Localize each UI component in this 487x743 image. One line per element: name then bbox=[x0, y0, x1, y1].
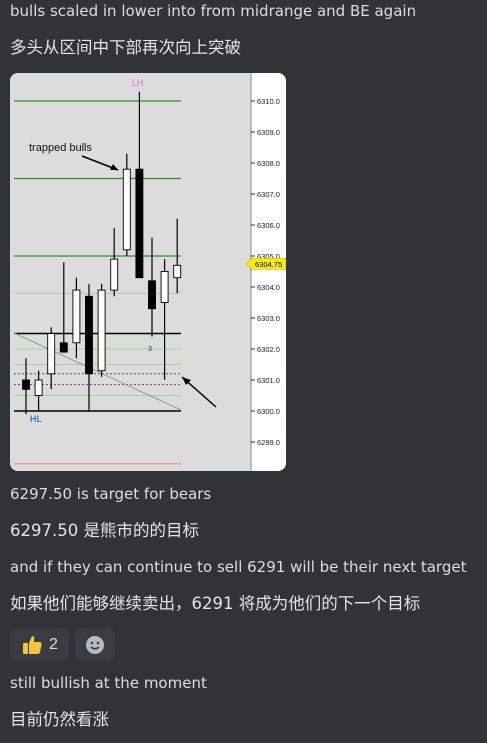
candle-body-2 bbox=[47, 333, 56, 375]
message-3-chinese: 如果他们能够继续卖出，6291 将成为他们的下一个目标 bbox=[10, 594, 421, 613]
candle-body-10 bbox=[148, 280, 156, 310]
message-1-english: bulls scaled in lower into from midrange… bbox=[10, 2, 417, 20]
candle-body-7 bbox=[110, 258, 119, 291]
price-label-4: 6306.0 bbox=[257, 221, 280, 230]
message-2-english: 6297.50 is target for bears bbox=[10, 485, 212, 503]
reactions-bar: 2 bbox=[10, 628, 115, 661]
price-label-5: 6305.0 bbox=[257, 252, 280, 261]
price-axis-background bbox=[251, 73, 286, 471]
message-4-english: still bullish at the moment bbox=[10, 674, 207, 692]
label-hl: HL bbox=[30, 414, 42, 424]
annotation-trapped-bulls: trapped bulls bbox=[29, 142, 92, 154]
thumbs-up-reaction[interactable]: 2 bbox=[10, 628, 69, 661]
candle-body-9 bbox=[135, 168, 144, 279]
current-price-marker: 6304.75 bbox=[245, 257, 286, 270]
candle-body-11 bbox=[160, 271, 169, 303]
add-reaction-button[interactable] bbox=[75, 628, 115, 661]
buy-arrowhead bbox=[182, 377, 191, 385]
current-price-label: 6304.75 bbox=[255, 260, 282, 269]
candle-body-6 bbox=[97, 289, 106, 372]
price-label-10: 6300.0 bbox=[257, 407, 280, 416]
level-lines bbox=[14, 100, 181, 465]
candle-body-0 bbox=[22, 379, 30, 390]
message-4-chinese: 目前仍然看涨 bbox=[10, 710, 109, 729]
message-2-chinese: 6297.50 是熊市的的目标 bbox=[10, 521, 199, 540]
price-label-11: 6299.0 bbox=[257, 438, 280, 447]
small-mark: 3 bbox=[148, 346, 152, 353]
plot-background bbox=[10, 73, 251, 471]
candle-body-1 bbox=[34, 379, 43, 396]
candles bbox=[22, 91, 182, 415]
price-label-9: 6301.0 bbox=[257, 376, 280, 385]
price-label-12: 6298.0 bbox=[257, 469, 280, 471]
candle-body-3 bbox=[59, 342, 68, 353]
price-label-1: 6309.0 bbox=[257, 128, 280, 137]
message-3-english: and if they can continue to sell 6291 wi… bbox=[10, 558, 467, 576]
trapped-bulls-arrowhead bbox=[110, 164, 118, 170]
current-price-tag bbox=[245, 257, 286, 270]
price-label-8: 6302.0 bbox=[257, 345, 280, 354]
trendline bbox=[13, 332, 182, 411]
candle-body-12 bbox=[173, 264, 182, 279]
candlestick-chart: 6310.06309.06308.06307.06306.06305.06304… bbox=[10, 73, 286, 471]
thumbs-up-count: 2 bbox=[49, 635, 58, 653]
price-label-7: 6303.0 bbox=[257, 314, 280, 323]
candle-body-4 bbox=[72, 289, 81, 344]
price-label-2: 6308.0 bbox=[257, 159, 280, 168]
message-1-chinese: 多头从区间中下部再次向上突破 bbox=[10, 38, 241, 57]
candle-body-8 bbox=[122, 168, 131, 251]
label-lh: LH bbox=[132, 78, 144, 88]
add-reaction-icon bbox=[86, 635, 104, 654]
price-axis: 6310.06309.06308.06307.06306.06305.06304… bbox=[251, 97, 280, 471]
price-label-6: 6304.0 bbox=[257, 283, 280, 292]
price-label-3: 6307.0 bbox=[257, 190, 280, 199]
chart-image-attachment[interactable]: 6310.0 6309.0 6308.0 6307.0 6306.0 6305.0 6304… bbox=[10, 73, 286, 471]
thumbs-up-icon bbox=[23, 635, 42, 654]
price-label-0: 6310.0 bbox=[257, 97, 280, 106]
candle-body-5 bbox=[85, 295, 93, 375]
